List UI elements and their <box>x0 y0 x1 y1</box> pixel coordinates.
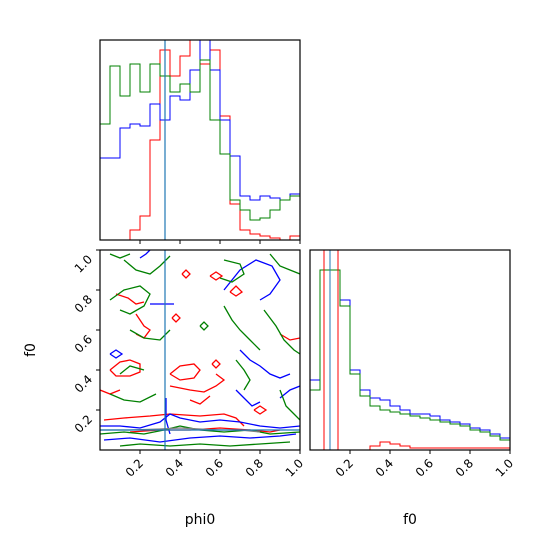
contour-34 <box>235 359 251 391</box>
joint-xtick-label-3: 0.8 <box>243 456 266 479</box>
contour-6 <box>115 293 145 305</box>
contour-32 <box>223 305 261 351</box>
contour-21 <box>239 349 291 379</box>
contour-29 <box>129 329 171 341</box>
joint-contour-panel: 0.2 0.4 0.6 0.8 1.0 0.2 0.4 0.6 0.8 1.0 <box>72 249 306 480</box>
contour-35 <box>279 389 300 421</box>
contour-39 <box>109 253 131 259</box>
contour-9 <box>181 269 191 279</box>
contour-1 <box>169 363 201 381</box>
joint-ytick-label-4: 1.0 <box>72 252 95 275</box>
f0-histogram-panel: 0.2 0.4 0.6 0.8 1.0 <box>309 249 516 480</box>
joint-ytick-label-0: 0.2 <box>72 412 95 435</box>
joint-frame <box>99 249 301 451</box>
contour-22 <box>235 389 261 407</box>
f0-hist-xtick-label-0: 0.2 <box>333 456 356 479</box>
f0-histogram-frame <box>309 249 511 451</box>
contour-2 <box>169 373 226 393</box>
contour-19 <box>109 349 124 359</box>
f0-hist-xtick-label-4: 1.0 <box>493 456 516 479</box>
phi0-histogram-panel <box>99 39 301 244</box>
f0-hist-xtick-label-3: 0.8 <box>453 456 476 479</box>
f0-hist-xtick-label-2: 0.6 <box>413 456 436 479</box>
f0-hist-series-2 <box>309 269 511 450</box>
joint-ytick-label-1: 0.4 <box>72 372 95 395</box>
x-axis-label-phi0: phi0 <box>185 512 216 528</box>
phi0-histogram-frame <box>99 39 301 241</box>
contour-38 <box>269 253 300 275</box>
joint-xtick-label-2: 0.6 <box>203 456 226 479</box>
contour-24 <box>279 385 300 399</box>
contour-17 <box>103 433 297 443</box>
y-axis-label-f0: f0 <box>23 343 39 357</box>
f0-hist-xtick-label-1: 0.4 <box>373 456 396 479</box>
contour-37 <box>119 365 145 375</box>
joint-xtick-label-1: 0.4 <box>163 456 186 479</box>
joint-xtick-label-4: 1.0 <box>283 456 306 479</box>
contour-12 <box>253 405 268 415</box>
contour-20 <box>223 259 281 301</box>
contour-23 <box>139 250 151 259</box>
contour-7 <box>229 285 244 297</box>
phi0-hist-series-2 <box>99 59 301 240</box>
joint-ytick-label-3: 0.8 <box>72 292 95 315</box>
contour-11 <box>211 359 221 369</box>
contour-15 <box>100 389 121 395</box>
contour-30 <box>123 255 171 275</box>
contour-8 <box>209 271 224 281</box>
contour-10 <box>171 313 181 323</box>
contour-0 <box>109 359 141 377</box>
contour-3 <box>103 413 245 427</box>
x-axis-label-f0: f0 <box>403 512 417 528</box>
contour-16 <box>100 413 300 429</box>
f0-hist-series-1 <box>309 269 511 450</box>
contour-27 <box>119 441 291 447</box>
contour-13 <box>279 333 300 341</box>
joint-xtick-label-0: 0.2 <box>123 456 146 479</box>
joint-ytick-label-2: 0.6 <box>72 332 95 355</box>
contour-14 <box>189 395 211 405</box>
contour-33 <box>263 309 300 355</box>
contour-31 <box>219 259 245 283</box>
f0-hist-series-0 <box>310 441 511 451</box>
contour-36 <box>109 393 157 403</box>
contour-28 <box>109 285 151 315</box>
contour-40 <box>199 321 209 331</box>
